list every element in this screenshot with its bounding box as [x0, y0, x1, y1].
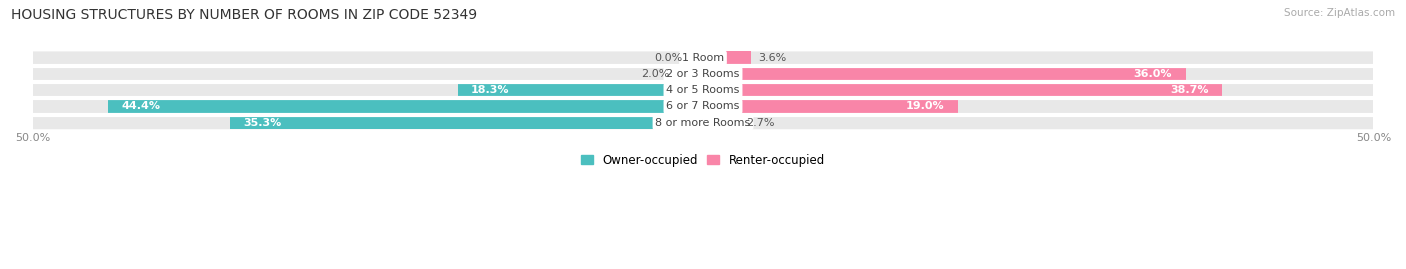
Text: 35.3%: 35.3%: [243, 118, 281, 128]
Legend: Owner-occupied, Renter-occupied: Owner-occupied, Renter-occupied: [581, 154, 825, 167]
Text: 2 or 3 Rooms: 2 or 3 Rooms: [666, 69, 740, 79]
Text: 0.0%: 0.0%: [655, 53, 683, 63]
Text: 4 or 5 Rooms: 4 or 5 Rooms: [666, 85, 740, 95]
Bar: [703, 84, 1222, 97]
Text: 2.7%: 2.7%: [747, 118, 775, 128]
FancyBboxPatch shape: [32, 116, 1374, 129]
FancyBboxPatch shape: [32, 51, 1374, 65]
Text: 1 Room: 1 Room: [682, 53, 724, 63]
Text: 18.3%: 18.3%: [471, 85, 509, 95]
Text: 6 or 7 Rooms: 6 or 7 Rooms: [666, 101, 740, 111]
Bar: [676, 68, 703, 81]
FancyBboxPatch shape: [32, 100, 1374, 113]
Text: HOUSING STRUCTURES BY NUMBER OF ROOMS IN ZIP CODE 52349: HOUSING STRUCTURES BY NUMBER OF ROOMS IN…: [11, 8, 478, 22]
Text: 44.4%: 44.4%: [121, 101, 160, 111]
Text: 3.6%: 3.6%: [758, 53, 786, 63]
Text: 36.0%: 36.0%: [1133, 69, 1173, 79]
Text: 38.7%: 38.7%: [1170, 85, 1209, 95]
Text: 2.0%: 2.0%: [641, 69, 669, 79]
Bar: [457, 84, 703, 97]
Bar: [229, 116, 703, 129]
Bar: [703, 116, 740, 129]
Bar: [703, 51, 751, 65]
Bar: [703, 68, 1185, 81]
FancyBboxPatch shape: [32, 68, 1374, 81]
FancyBboxPatch shape: [32, 84, 1374, 97]
Text: 8 or more Rooms: 8 or more Rooms: [655, 118, 751, 128]
Bar: [108, 100, 703, 113]
Bar: [703, 100, 957, 113]
Text: 19.0%: 19.0%: [905, 101, 945, 111]
Text: Source: ZipAtlas.com: Source: ZipAtlas.com: [1284, 8, 1395, 18]
